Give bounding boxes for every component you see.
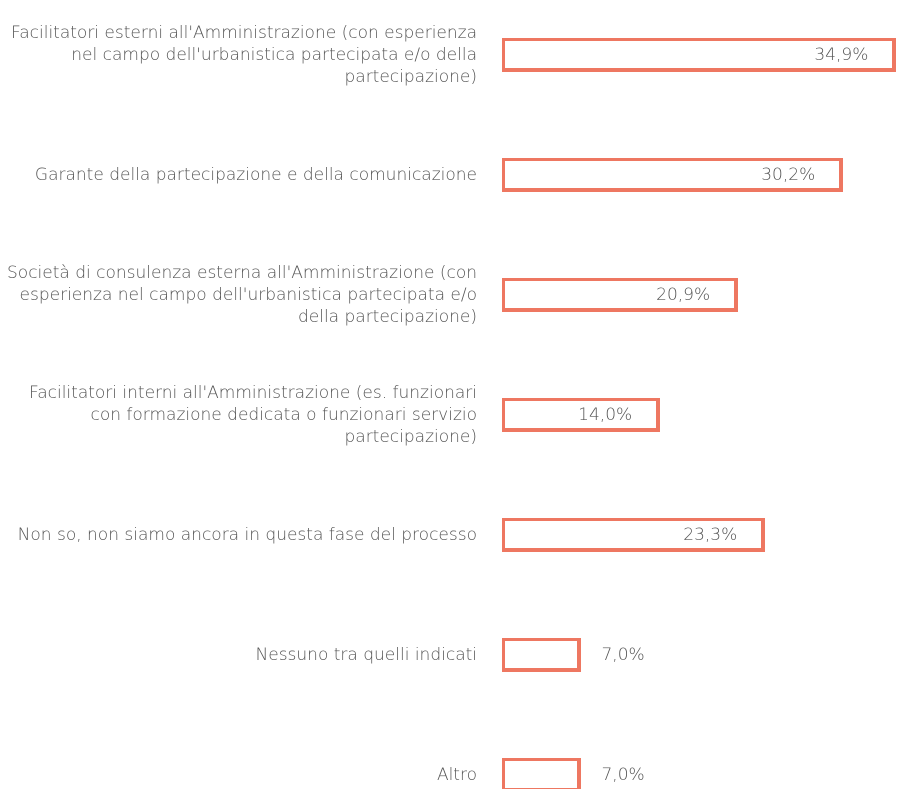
bar (502, 398, 661, 432)
bar (502, 638, 582, 672)
bar (502, 758, 582, 789)
category-label: Facilitatori esterni all'Amministrazione… (11, 23, 477, 87)
value-label: 20,9% (656, 285, 711, 305)
category-label: Non so, non siamo ancora in questa fase … (17, 525, 477, 545)
category-label: Garante della partecipazione e della com… (34, 165, 477, 185)
value-label: 30,2% (761, 165, 816, 185)
category-label: Facilitatori interni all'Amministrazione… (29, 383, 477, 447)
value-label: 34,9% (814, 45, 869, 65)
bar (502, 278, 739, 312)
category-label: Società di consulenza esterna all'Ammini… (7, 263, 477, 327)
category-label: Altro (436, 765, 477, 785)
value-label: 7,0% (601, 645, 645, 665)
category-label: Nessuno tra quelli indicati (255, 645, 477, 665)
value-label: 23,3% (683, 525, 738, 545)
value-label: 7,0% (601, 765, 645, 785)
value-label: 14,0% (578, 405, 633, 425)
bar (502, 518, 766, 552)
bar (502, 158, 844, 192)
bar (502, 38, 897, 72)
